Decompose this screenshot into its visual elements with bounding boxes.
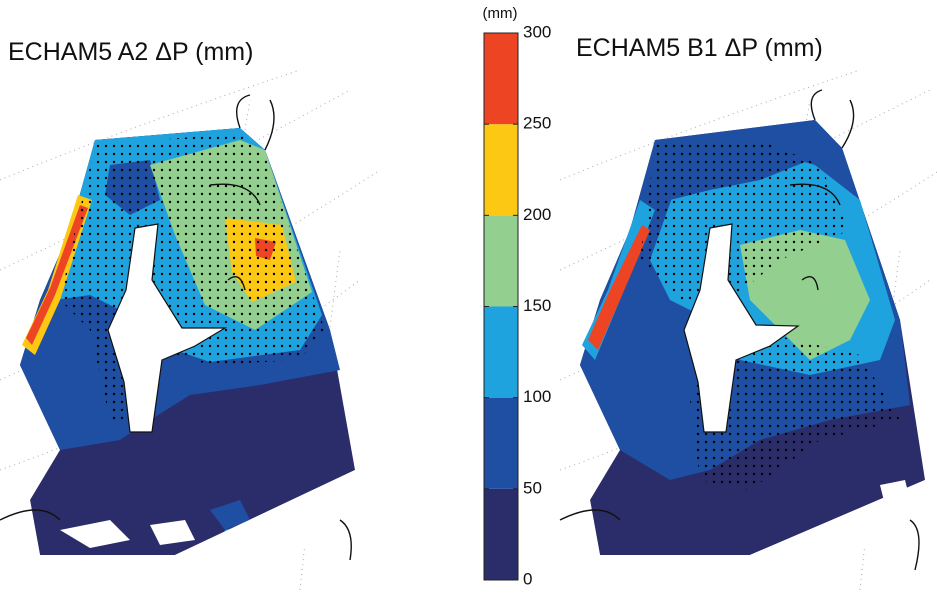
map-right xyxy=(559,69,937,594)
tick-label: 100 xyxy=(523,387,551,406)
tick-label: 0 xyxy=(523,569,532,588)
colorbar: (mm) 0 50 100 150 200 250 300 xyxy=(483,5,552,589)
colorbar-bin xyxy=(484,33,518,125)
map-title: ECHAM5 B1 ΔP (mm) xyxy=(576,34,823,62)
tick-label: 150 xyxy=(523,296,551,315)
tick-label: 300 xyxy=(523,22,551,41)
colorbar-bin xyxy=(484,488,518,580)
map-left xyxy=(0,69,381,594)
colorbar-unit: (mm) xyxy=(483,5,518,22)
colorbar-bin xyxy=(484,397,518,489)
colorbar-bin xyxy=(484,124,518,216)
tick-label: 250 xyxy=(523,114,551,133)
colorbar-bin xyxy=(484,215,518,307)
map-title: ECHAM5 A2 ΔP (mm) xyxy=(8,38,253,66)
tick-label: 50 xyxy=(523,478,542,497)
tick-label: 200 xyxy=(523,205,551,224)
colorbar-bin xyxy=(484,306,518,398)
